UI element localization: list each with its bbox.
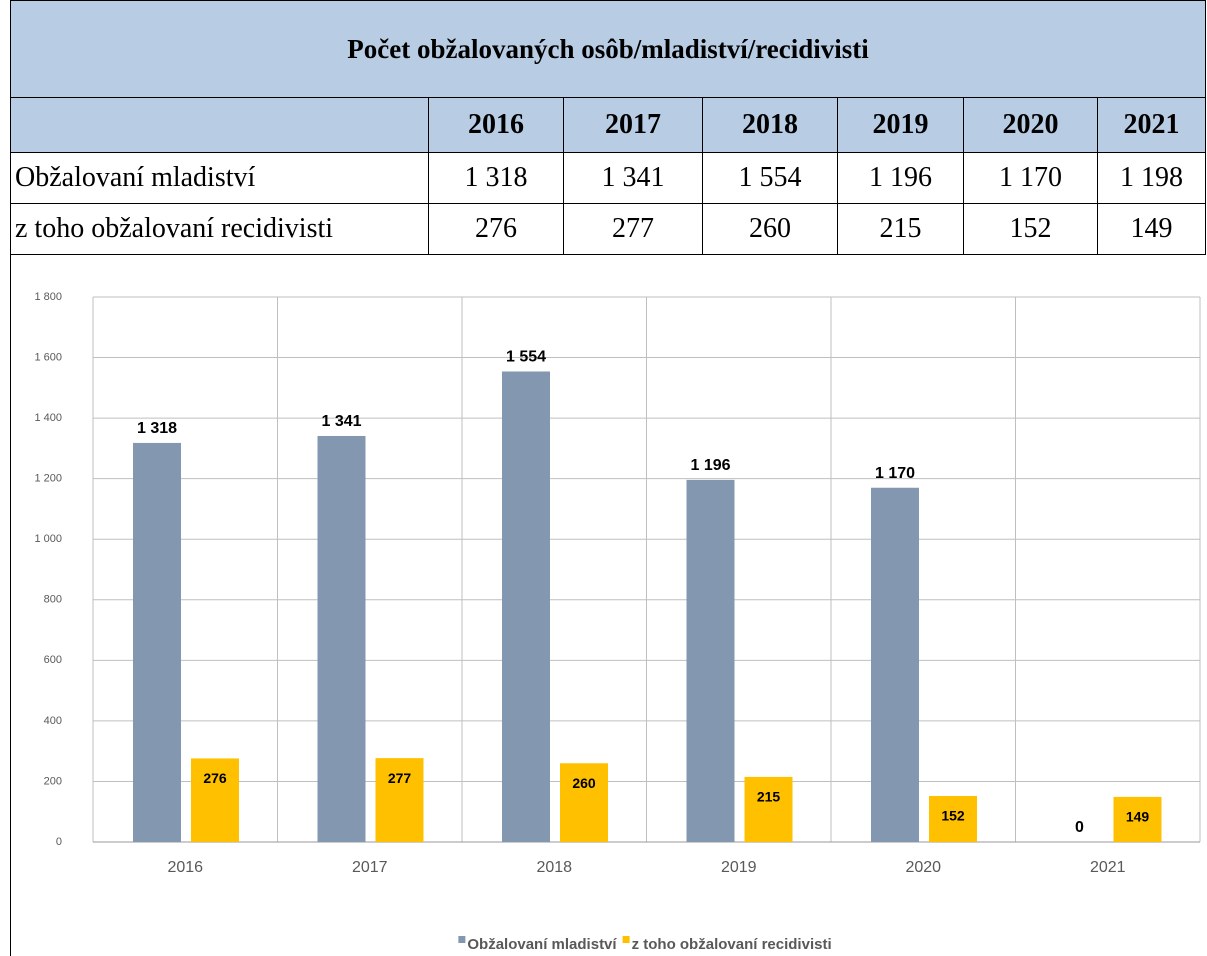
cell: 277 <box>563 203 703 255</box>
bar <box>502 371 550 842</box>
row-label: Obžalovaní mladiství <box>10 152 429 204</box>
y-tick-label: 1 400 <box>34 412 62 424</box>
cell: 1 554 <box>702 152 838 204</box>
x-tick-label: 2020 <box>905 859 941 876</box>
data-label: 152 <box>941 808 965 824</box>
data-label: 1 170 <box>875 465 915 482</box>
column-header: 2017 <box>563 97 703 153</box>
bar <box>929 795 977 842</box>
data-label: 149 <box>1126 809 1150 825</box>
header-row: 2016 2017 2018 2019 2020 2021 <box>10 97 1207 153</box>
cell: 1 170 <box>963 152 1098 204</box>
table-row: z toho obžalovaní recidivisti 276 277 260 21… <box>10 203 1207 255</box>
cell: 152 <box>963 203 1098 255</box>
cell: 149 <box>1096 203 1207 255</box>
cell: 1 198 <box>1096 152 1207 204</box>
cell: 260 <box>702 203 838 255</box>
x-tick-label: 2017 <box>352 859 388 876</box>
y-tick-label: 400 <box>44 715 62 727</box>
bar <box>133 442 181 842</box>
bar <box>744 776 793 842</box>
y-tick-label: 1 200 <box>34 473 62 485</box>
cell: 215 <box>837 203 964 255</box>
row-label: z toho obžalovaní recidivisti <box>10 203 429 255</box>
corner <box>10 97 429 153</box>
x-tick-label: 2019 <box>721 859 757 876</box>
legend-swatch <box>622 936 630 943</box>
y-tick-label: 600 <box>44 654 62 666</box>
table-row: Obžalovaní mladiství 1 318 1 341 1 554 1 196… <box>10 152 1207 204</box>
column-header: 2019 <box>837 97 964 153</box>
column-header: 2016 <box>428 97 564 153</box>
cell: 1 196 <box>837 152 964 204</box>
data-label: 215 <box>757 789 781 805</box>
cell: 276 <box>428 203 564 255</box>
column-header: 2020 <box>963 97 1098 153</box>
legend-label: Obžalovaní mladiství <box>467 936 617 953</box>
bar <box>191 758 239 842</box>
bar <box>375 758 424 842</box>
data-label: 1 341 <box>321 413 361 430</box>
y-tick-label: 1 600 <box>34 351 62 363</box>
bar <box>317 435 366 842</box>
bar <box>560 763 608 842</box>
x-tick-label: 2016 <box>167 859 203 876</box>
data-label: 276 <box>203 770 227 786</box>
bar <box>1113 796 1162 842</box>
y-tick-label: 1 000 <box>34 533 62 545</box>
data-label: 1 554 <box>506 349 546 366</box>
data-label: 0 <box>1075 819 1084 836</box>
column-header: 2018 <box>702 97 838 153</box>
x-tick-label: 2018 <box>536 859 572 876</box>
data-table: Počet obžalovaných osôb/mladiství/recidi… <box>9 0 1207 255</box>
data-label: 1 196 <box>690 457 730 474</box>
bar <box>871 487 919 842</box>
legend-label: z toho obžalovaní recidivisti <box>632 936 832 953</box>
data-label: 277 <box>388 770 412 786</box>
data-label: 1 318 <box>137 420 177 437</box>
y-tick-label: 0 <box>56 836 62 848</box>
y-tick-label: 1 800 <box>34 291 62 303</box>
y-tick-label: 800 <box>44 594 62 606</box>
column-header: 2021 <box>1096 97 1207 153</box>
table-title: Počet obžalovaných osôb/mladiství/recidi… <box>9 0 1207 98</box>
y-tick-label: 200 <box>44 775 62 787</box>
cell: 1 341 <box>563 152 703 204</box>
cell: 1 318 <box>428 152 564 204</box>
x-tick-label: 2021 <box>1090 859 1126 876</box>
bar <box>686 479 735 842</box>
data-label: 260 <box>572 775 596 791</box>
legend-swatch <box>458 936 466 943</box>
